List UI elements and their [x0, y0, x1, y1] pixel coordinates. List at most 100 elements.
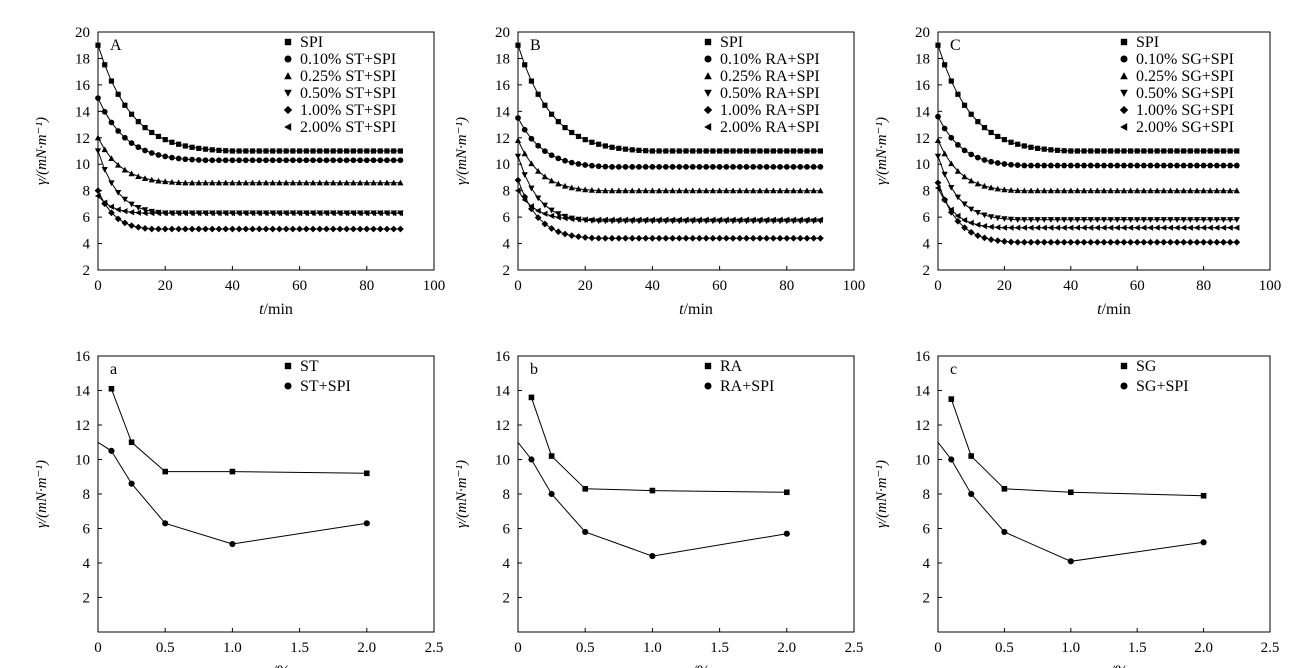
data-point: [122, 134, 128, 141]
data-point: [1041, 187, 1048, 194]
data-point: [1127, 148, 1134, 154]
data-point: [568, 159, 575, 166]
data-point: [1154, 148, 1160, 154]
data-point: [1233, 238, 1241, 246]
data-point: [162, 210, 168, 217]
data-point: [1061, 217, 1068, 223]
data-point: [588, 234, 596, 242]
data-point: [1067, 558, 1074, 565]
data-point: [350, 179, 357, 186]
data-point: [548, 212, 555, 220]
data-point: [128, 480, 135, 487]
y-tick-label: 2: [923, 263, 931, 279]
data-point: [582, 486, 588, 492]
data-point: [1174, 148, 1180, 154]
series-line: [97, 195, 401, 214]
data-point: [776, 187, 784, 194]
legend-label: 0.50% ST+SPI: [300, 85, 396, 102]
legend-label: SG: [1136, 358, 1157, 375]
data-point: [521, 126, 528, 133]
data-point: [101, 146, 108, 153]
data-point: [1173, 224, 1180, 231]
data-point: [135, 209, 141, 216]
data-point: [283, 148, 289, 154]
data-point: [1167, 162, 1174, 169]
data-point: [1214, 148, 1220, 154]
data-point: [108, 119, 115, 126]
data-point: [276, 210, 283, 217]
series-line: [97, 97, 401, 161]
data-point: [602, 143, 608, 149]
plot-frame: [937, 355, 1271, 633]
data-point: [363, 157, 370, 164]
data-point: [1008, 139, 1014, 145]
data-point: [528, 160, 535, 167]
data-point: [188, 179, 196, 186]
data-point: [1008, 161, 1014, 168]
data-point: [1001, 238, 1008, 245]
data-point: [1233, 187, 1240, 194]
data-point: [1100, 217, 1108, 223]
data-point: [628, 234, 636, 242]
data-point: [1173, 238, 1181, 246]
data-point: [683, 164, 689, 170]
legend-marker: [703, 105, 713, 115]
data-point: [1107, 238, 1115, 246]
data-point: [168, 225, 176, 233]
data-point: [390, 179, 397, 186]
data-point: [289, 225, 297, 233]
data-point: [521, 150, 528, 157]
data-point: [262, 179, 270, 186]
y-tick-label: 4: [83, 556, 91, 572]
data-point: [515, 42, 521, 48]
data-point: [810, 164, 817, 170]
data-point: [242, 157, 249, 164]
data-point: [534, 214, 542, 222]
data-point: [303, 210, 309, 217]
data-point: [757, 164, 763, 170]
data-point: [662, 164, 669, 170]
data-point: [1074, 224, 1081, 231]
data-point: [182, 156, 189, 163]
x-axis-unit: /%: [1110, 663, 1128, 668]
data-point: [256, 179, 263, 186]
data-point: [376, 225, 384, 233]
data-point: [1014, 238, 1022, 246]
series-2: [97, 441, 370, 548]
data-point: [662, 216, 669, 223]
data-point: [602, 216, 608, 223]
data-point: [1180, 187, 1187, 194]
data-point: [662, 187, 669, 194]
data-point: [1101, 162, 1107, 169]
data-point: [216, 147, 222, 153]
data-point: [303, 157, 310, 164]
y-tick-label: 10: [75, 157, 90, 173]
data-point: [323, 225, 330, 233]
x-axis-label: w/%: [262, 663, 290, 668]
data-point: [994, 224, 1001, 231]
data-point: [269, 157, 276, 164]
data-point: [235, 225, 243, 233]
data-point: [935, 42, 941, 48]
data-point: [1127, 162, 1134, 169]
data-point: [336, 179, 344, 186]
data-point: [730, 148, 736, 154]
data-point: [289, 210, 296, 217]
data-point: [656, 148, 662, 154]
data-point: [189, 156, 195, 163]
data-point: [357, 148, 363, 154]
data-point: [370, 210, 377, 217]
data-point: [229, 148, 235, 154]
series-3: [94, 134, 404, 186]
data-point: [797, 164, 804, 170]
chart-panel-B: 0 20 40 60 80 100 2 4 6 8 10 12 14 16 18 20 t/min γ/(mN·m…: [454, 25, 865, 318]
data-point: [1094, 162, 1101, 169]
chart-panel-c: 0 0.5 1.0 1.5 2.0 2.5 2 4 6 8 10 12 14 16 w/% γ/(mN·m⁻¹…: [874, 349, 1279, 668]
data-point: [942, 62, 948, 68]
data-point: [555, 180, 562, 187]
data-point: [256, 210, 262, 217]
y-tick-label: 12: [495, 131, 510, 147]
data-point: [981, 234, 988, 242]
y-tick-label: 4: [923, 556, 931, 572]
data-point: [528, 135, 535, 142]
